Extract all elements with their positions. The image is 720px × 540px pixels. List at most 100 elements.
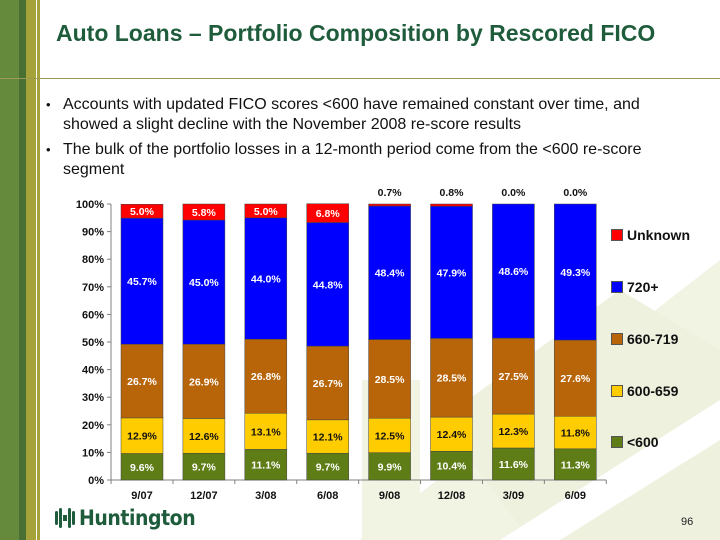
bullet-text: Accounts with updated FICO scores <600 h… [63,96,640,133]
y-tick-label: 60% [82,309,104,321]
bullet-dot-icon: • [46,97,51,112]
y-tick-label: 10% [82,447,104,459]
x-tick-label: 9/07 [131,490,152,502]
data-label: 26.9% [189,376,219,388]
legend-label: 720+ [627,279,659,295]
y-tick-label: 20% [82,420,104,432]
data-label: 44.0% [251,274,281,286]
bar-segment-720 [306,222,349,347]
bar-segment-unknown [244,203,288,219]
x-tick-label: 3/09 [503,490,524,502]
data-label: 0.0% [563,187,588,199]
bar-segment-720 [120,217,164,345]
data-label: 12.9% [127,431,157,443]
decor-stripe-dark-green [19,0,26,540]
data-label: 26.8% [251,371,281,383]
data-label: 12.6% [189,431,219,443]
bar-segment-600 [306,452,349,481]
bar-segment-600659 [554,415,597,450]
y-tick-label: 40% [82,365,104,377]
data-label: 9.9% [378,461,403,473]
data-label: 13.1% [251,426,281,438]
bullet-text: The bulk of the portfolio losses in a 12… [63,141,642,178]
decor-stripe-olive-thin [37,0,40,540]
data-label: 11.1% [251,460,281,472]
logo-wordmark: Huntington [79,506,196,530]
legend-label: <600 [627,434,659,450]
bar-segment-600659 [430,416,473,452]
bar-segment-660719 [554,339,597,417]
data-label: 48.6% [499,266,529,278]
x-tick-label: 12/08 [438,490,466,502]
data-label: 5.0% [254,206,279,218]
x-tick-label: 6/09 [565,490,586,502]
x-tick-label: 9/08 [379,490,400,502]
bar-segment-720 [182,219,226,345]
x-tick-label: 3/08 [255,490,276,502]
data-label: 11.6% [499,459,529,471]
legend-label: Unknown [627,227,690,243]
legend-item: 660-719 [611,331,678,347]
bar-segment-720 [492,203,535,339]
data-label: 0.7% [378,187,403,199]
data-label: 47.9% [437,267,467,279]
y-tick-label: 0% [88,475,104,487]
legend-item: Unknown [611,227,690,243]
data-label: 11.3% [561,459,591,471]
y-tick-label: 30% [82,392,104,404]
bar-segment-unknown [120,204,164,219]
bar-segment-660719 [182,343,226,419]
legend-item: 600-659 [611,383,678,399]
data-label: 45.0% [189,277,219,289]
y-tick-label: 90% [82,227,104,239]
bar-segment-600 [368,452,411,481]
decor-stripe-olive [26,0,36,540]
slide-title: Auto Loans – Portfolio Composition by Re… [56,20,656,46]
data-label: 26.7% [313,378,343,390]
bar-segment-720 [554,203,597,341]
bullet-dot-icon: • [46,142,51,157]
data-label: 9.7% [316,462,341,474]
bar-segment-600 [492,447,535,481]
legend-swatch [611,436,623,449]
data-label: 26.7% [127,376,157,388]
y-tick-label: 70% [82,282,104,294]
data-label: 5.0% [130,206,155,218]
y-tick-label: 50% [82,337,104,349]
bar-segment-600659 [120,417,164,454]
y-tick-label: 100% [76,199,104,211]
data-label: 6.8% [316,208,341,220]
x-tick-label: 12/07 [190,490,218,502]
data-label: 48.4% [375,268,405,280]
legend-item: <600 [611,434,659,450]
legend-item: 720+ [611,279,659,295]
bar-segment-unknown [368,203,411,207]
bar-segment-660719 [120,343,164,419]
bar-segment-600659 [244,412,288,450]
bar-segment-unknown [430,203,473,207]
data-label: 12.4% [437,429,467,441]
bar-segment-720 [244,217,288,340]
data-label: 10.4% [437,461,467,473]
bar-segment-720 [368,205,411,340]
decor-stripe-green [0,0,19,540]
data-label: 27.5% [499,371,529,383]
legend-label: 600-659 [627,383,679,399]
data-label: 12.1% [313,432,343,444]
data-label: 0.0% [501,187,526,199]
title-divider [0,78,720,79]
bar-segment-660719 [492,337,535,415]
data-label: 45.7% [127,276,157,288]
y-tick-label: 80% [82,254,104,266]
bar-segment-600659 [182,418,226,454]
bar-segment-600 [182,452,226,481]
data-label: 12.5% [375,430,405,442]
legend-label: 660-719 [627,331,679,347]
bar-segment-660719 [368,339,411,419]
bar-segment-600 [244,449,288,481]
legend-swatch [611,333,623,346]
x-tick-label: 6/08 [317,490,338,502]
bar-segment-600 [554,448,597,481]
bar-segment-unknown [182,203,226,221]
